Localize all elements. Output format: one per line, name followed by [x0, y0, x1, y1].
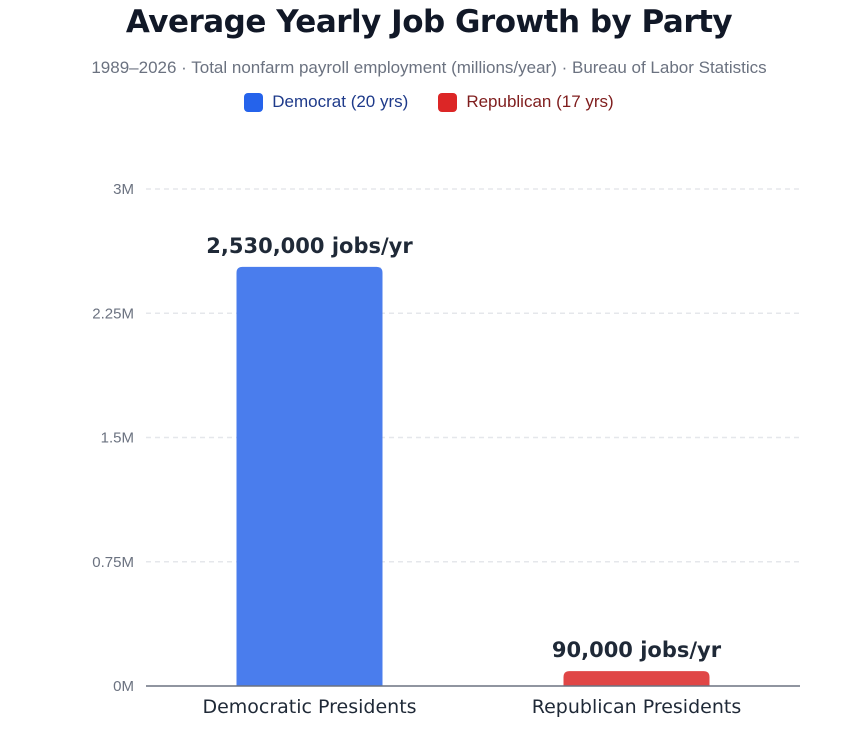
legend-swatch-republican	[438, 92, 458, 112]
legend-swatch-democrat	[244, 92, 264, 112]
legend: Democrat (20 yrs) Republican (17 yrs)	[0, 92, 858, 112]
chart-title: Average Yearly Job Growth by Party	[125, 4, 733, 40]
y-tick-label: 0M	[113, 678, 134, 695]
y-tick-label: 0.75M	[92, 554, 134, 571]
bar-republican[interactable]	[563, 671, 710, 686]
legend-item-democrat[interactable]: Democrat (20 yrs)	[244, 92, 408, 112]
chart-subtitle: 1989–2026 · Total nonfarm payroll employ…	[91, 58, 767, 77]
y-tick-label: 2.25M	[92, 305, 134, 322]
legend-label-republican: Republican (17 yrs)	[466, 92, 614, 111]
y-tick-label: 3M	[113, 181, 134, 198]
bar-democratic[interactable]	[236, 266, 383, 686]
legend-item-republican[interactable]: Republican (17 yrs)	[438, 92, 614, 112]
legend-label-democrat: Democrat (20 yrs)	[272, 92, 409, 111]
y-tick-label: 1.5M	[101, 430, 134, 447]
data-label: 2,530,000 jobs/yr	[206, 234, 413, 258]
x-category-label: Democratic Presidents	[202, 696, 416, 718]
x-category-label: Republican Presidents	[532, 696, 741, 718]
data-label: 90,000 jobs/yr	[552, 638, 722, 662]
